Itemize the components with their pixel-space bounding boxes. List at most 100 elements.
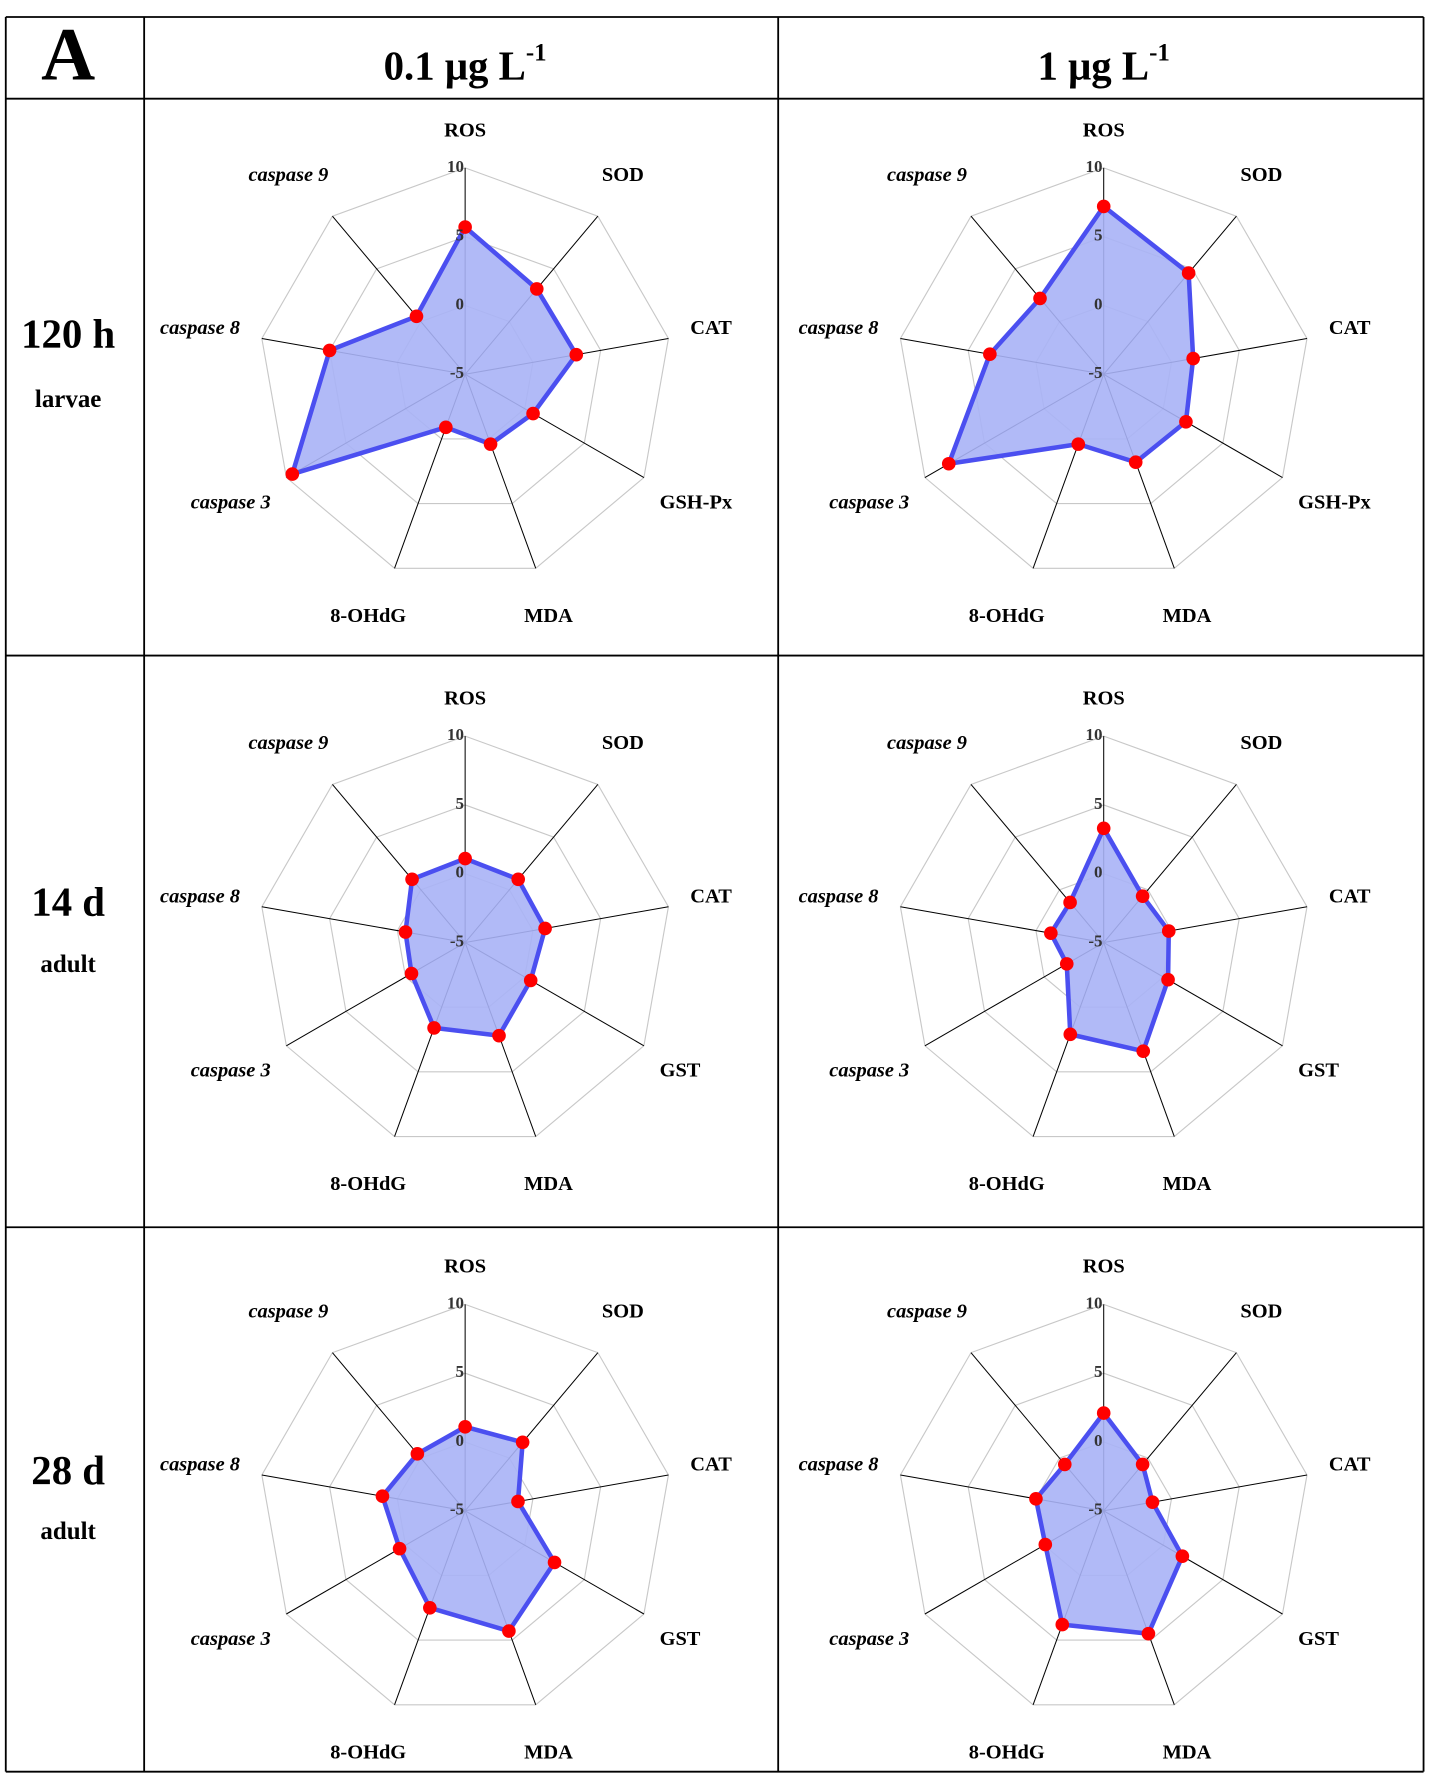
data-point xyxy=(1181,266,1196,280)
data-point xyxy=(483,437,498,451)
data-point xyxy=(398,925,413,939)
data-point xyxy=(1029,1492,1043,1506)
data-point xyxy=(1071,437,1086,451)
category-label: caspase 9 xyxy=(887,732,967,754)
data-point xyxy=(1096,199,1111,214)
data-point xyxy=(1135,889,1150,903)
data-point xyxy=(1057,1457,1072,1472)
grid-ring xyxy=(329,236,602,505)
column-header-sup: -1 xyxy=(526,39,547,66)
tick-label: 5 xyxy=(456,794,465,813)
data-point xyxy=(1179,414,1193,429)
tick-label: 10 xyxy=(1086,157,1103,176)
data-point xyxy=(538,921,552,936)
data-point xyxy=(285,467,300,481)
radar-chart: -5 0 5 10 ROS SOD CAT GST MDA 8-OHdG caspase 3 casp… xyxy=(160,1256,732,1764)
column-header-sup: -1 xyxy=(1149,39,1170,66)
tick-label: -5 xyxy=(1088,363,1102,382)
category-label: caspase 9 xyxy=(248,164,328,186)
data-point xyxy=(1135,1457,1150,1472)
category-label: CAT xyxy=(690,1454,732,1476)
data-point xyxy=(458,1420,472,1434)
category-label: caspase 8 xyxy=(160,317,240,339)
data-point xyxy=(1033,291,1047,306)
tick-label: 10 xyxy=(1086,1293,1103,1312)
category-label: GSH-Px xyxy=(1298,491,1371,513)
grid-ring xyxy=(899,167,1308,569)
data-area xyxy=(946,204,1196,467)
category-label: CAT xyxy=(1329,885,1371,907)
data-point xyxy=(529,282,544,296)
category-label: caspase 9 xyxy=(887,1300,967,1322)
category-label: caspase 3 xyxy=(191,1060,271,1082)
data-point xyxy=(409,309,424,324)
category-label: SOD xyxy=(1240,732,1282,754)
tick-label: 5 xyxy=(1094,226,1103,245)
category-label: MDA xyxy=(524,1741,573,1763)
category-label: caspase 3 xyxy=(829,1628,909,1650)
row-sublabel: larvae xyxy=(35,386,101,413)
row-sublabel: adult xyxy=(40,1518,96,1545)
category-label: SOD xyxy=(602,732,644,754)
radar-chart: -5 0 5 10 ROS SOD CAT GST MDA 8-OHdG caspase 3 casp… xyxy=(160,688,732,1196)
data-point xyxy=(1161,924,1176,938)
category-label: caspase 9 xyxy=(248,732,328,754)
category-label: caspase 8 xyxy=(799,885,879,907)
tick-label: 0 xyxy=(1094,863,1103,882)
category-label: MDA xyxy=(1163,1173,1212,1195)
tick-label: 5 xyxy=(456,1362,465,1381)
category-label: MDA xyxy=(524,605,573,627)
category-label: caspase 8 xyxy=(799,1454,879,1476)
data-point xyxy=(941,456,956,471)
category-label: CAT xyxy=(1329,317,1371,339)
category-label: GSH-Px xyxy=(660,491,733,513)
data-point xyxy=(523,973,538,988)
column-header-text: 1 μg L xyxy=(1038,44,1150,89)
category-label: caspase 3 xyxy=(191,1628,271,1650)
grid-ring xyxy=(329,1372,602,1641)
tick-label: 0 xyxy=(1094,294,1103,313)
category-label: 8-OHdG xyxy=(330,1173,406,1195)
grid-ring xyxy=(967,804,1240,1073)
category-label: ROS xyxy=(444,1256,486,1278)
category-label: SOD xyxy=(1240,1300,1282,1322)
data-point xyxy=(458,851,472,866)
radar-chart: -5 0 5 10 ROS SOD CAT GST MDA 8-OHdG caspase 3 casp… xyxy=(799,688,1371,1196)
tick-label: 10 xyxy=(447,1293,464,1312)
data-area xyxy=(1033,1410,1185,1636)
data-point xyxy=(1128,455,1143,470)
data-point xyxy=(569,347,584,362)
row-sublabel: adult xyxy=(40,951,96,978)
category-label: MDA xyxy=(1163,1741,1212,1763)
data-area xyxy=(403,856,548,1038)
category-label: CAT xyxy=(690,885,732,907)
category-label: MDA xyxy=(524,1173,573,1195)
data-point xyxy=(1141,1626,1156,1641)
row-label: 14 d xyxy=(31,880,105,925)
data-point xyxy=(427,1021,441,1035)
category-label: GST xyxy=(1298,1060,1339,1082)
data-point xyxy=(492,1028,506,1043)
category-label: caspase 8 xyxy=(160,1454,240,1476)
data-point xyxy=(439,420,453,435)
category-label: caspase 3 xyxy=(191,491,271,513)
category-label: GST xyxy=(660,1628,701,1650)
tick-label: 0 xyxy=(456,1431,465,1450)
radar-chart: -5 0 5 10 ROS SOD CAT GST MDA 8-OHdG caspase 3 casp… xyxy=(799,1256,1371,1764)
tick-label: 10 xyxy=(1086,725,1103,744)
data-point xyxy=(983,347,997,362)
grid-ring xyxy=(329,804,602,1073)
tick-label: 5 xyxy=(1094,1362,1103,1381)
category-label: 8-OHdG xyxy=(969,605,1045,627)
row-label: 120 h xyxy=(21,311,115,356)
data-point xyxy=(526,406,540,421)
data-point xyxy=(405,872,419,887)
tick-label: 5 xyxy=(456,226,465,245)
tick-label: 0 xyxy=(456,294,465,313)
category-label: caspase 3 xyxy=(829,491,909,513)
data-point xyxy=(547,1555,562,1570)
tick-label: 0 xyxy=(456,863,465,882)
data-point xyxy=(1161,972,1175,987)
data-point xyxy=(1055,1617,1070,1632)
